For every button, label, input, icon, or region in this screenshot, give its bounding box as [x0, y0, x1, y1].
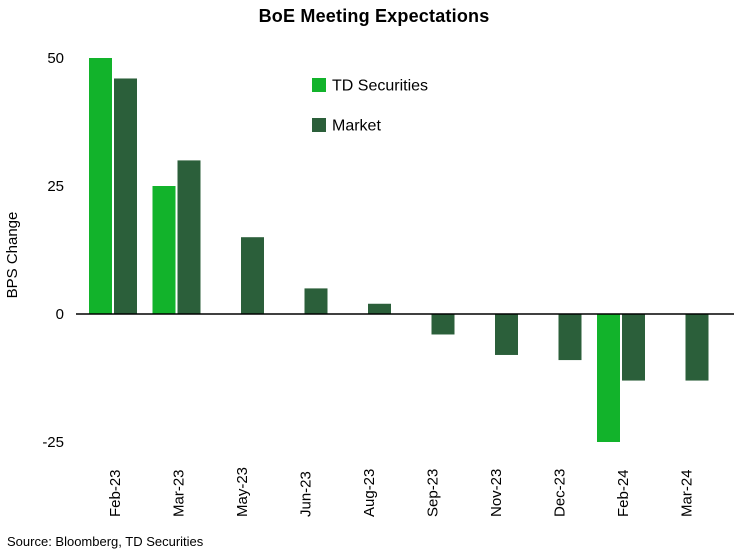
- x-tick-label: Dec-23: [552, 469, 569, 517]
- bar-market-nov-23: [495, 314, 518, 355]
- x-tick-label: Feb-24: [615, 469, 632, 517]
- x-tick-label: Mar-24: [679, 469, 696, 517]
- y-tick-label: 25: [47, 178, 64, 195]
- legend-swatch-td-securities: [312, 78, 326, 92]
- chart-title: BoE Meeting Expectations: [258, 6, 490, 26]
- bar-market-mar-23: [177, 160, 201, 314]
- y-axis-label: BPS Change: [4, 212, 21, 299]
- bar-market-feb-24: [622, 314, 645, 381]
- legend-label-market: Market: [332, 118, 381, 135]
- x-tick-label: Feb-23: [107, 469, 124, 517]
- x-tick-label: Nov-23: [488, 469, 505, 517]
- bar-market-jun-23: [304, 288, 328, 314]
- x-tick-label: Jun-23: [298, 471, 315, 517]
- x-tick-label: Aug-23: [361, 469, 378, 517]
- bar-market-sep-23: [431, 314, 455, 335]
- bar-td-securities-mar-23: [152, 186, 176, 314]
- bar-market-aug-23: [368, 303, 391, 314]
- legend-label-td-securities: TD Securities: [332, 78, 428, 95]
- bar-market-dec-23: [558, 314, 582, 361]
- y-tick-label: 0: [56, 306, 64, 323]
- x-tick-label: May-23: [234, 467, 251, 517]
- bar-td-securities-feb-24: [597, 314, 620, 442]
- x-tick-label: Sep-23: [425, 469, 442, 517]
- bar-market-may-23: [241, 237, 264, 314]
- bar-td-securities-feb-23: [89, 58, 112, 314]
- bar-market-mar-24: [685, 314, 709, 381]
- y-tick-label: 50: [47, 50, 64, 67]
- source-note: Source: Bloomberg, TD Securities: [7, 534, 204, 549]
- legend-swatch-market: [312, 118, 326, 132]
- y-tick-label: -25: [42, 434, 64, 451]
- bar-market-feb-23: [114, 78, 137, 314]
- x-tick-label: Mar-23: [171, 469, 188, 517]
